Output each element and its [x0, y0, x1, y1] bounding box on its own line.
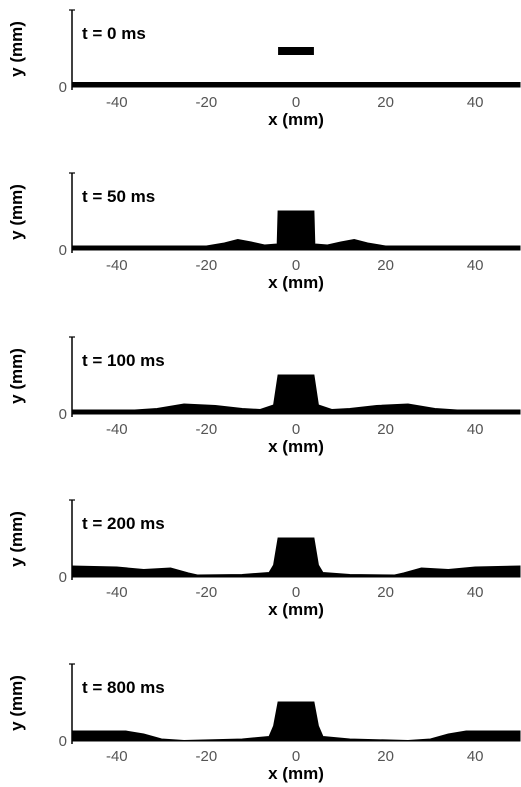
y-axis-title: y (mm) [7, 184, 26, 240]
panel-2: 0 y (mm) -40 -20 0 20 40 x (mm) t = 100 ms [7, 336, 521, 456]
x-tick-label: 20 [377, 421, 394, 438]
x-tick-label: 0 [292, 748, 300, 765]
x-tick-label: 40 [467, 584, 484, 601]
x-tick-label: -40 [106, 257, 128, 274]
x-axis-title: x (mm) [268, 273, 324, 292]
time-label: t = 100 ms [82, 351, 165, 370]
panel-3: 0 y (mm) -40 -20 0 20 40 x (mm) t = 200 ms [7, 499, 521, 619]
x-tick-label: -40 [106, 584, 128, 601]
time-label: t = 50 ms [82, 187, 155, 206]
y-tick-label: 0 [59, 406, 67, 423]
x-tick-label: 40 [467, 748, 484, 765]
y-axis-title: y (mm) [7, 21, 26, 77]
x-tick-label: -20 [196, 94, 218, 111]
panel-0: 0 y (mm) -40 -20 0 20 40 x (mm) t = 0 ms [7, 9, 521, 129]
panel-4: 0 y (mm) -40 -20 0 20 40 x (mm) t = 800 ms [7, 663, 521, 783]
x-tick-label: 40 [467, 257, 484, 274]
y-axis-title: y (mm) [7, 675, 26, 731]
x-tick-label: 20 [377, 748, 394, 765]
x-tick-label: -40 [106, 421, 128, 438]
y-tick-label: 0 [59, 733, 67, 750]
x-tick-label: -20 [196, 257, 218, 274]
x-tick-label: 20 [377, 257, 394, 274]
y-axis-title: y (mm) [7, 511, 26, 567]
x-tick-label: -20 [196, 421, 218, 438]
fluid-profile [71, 82, 521, 88]
x-tick-label: -20 [196, 748, 218, 765]
time-label: t = 200 ms [82, 514, 165, 533]
fluid-profile [71, 701, 521, 742]
x-tick-label: 0 [292, 257, 300, 274]
time-label: t = 800 ms [82, 678, 165, 697]
x-tick-label: -40 [106, 748, 128, 765]
y-axis-title: y (mm) [7, 348, 26, 404]
x-axis-title: x (mm) [268, 437, 324, 456]
x-tick-label: -40 [106, 94, 128, 111]
x-tick-label: 0 [292, 94, 300, 111]
panel-1: 0 y (mm) -40 -20 0 20 40 x (mm) t = 50 ms [7, 172, 521, 292]
x-axis-title: x (mm) [268, 600, 324, 619]
fluid-profile [71, 374, 521, 415]
fluid-profile [71, 210, 521, 251]
x-tick-label: 40 [467, 94, 484, 111]
x-tick-label: 20 [377, 584, 394, 601]
x-axis-title: x (mm) [268, 764, 324, 783]
droplet [278, 47, 314, 55]
y-tick-label: 0 [59, 569, 67, 586]
fluid-profile [71, 537, 521, 578]
x-tick-label: 20 [377, 94, 394, 111]
x-tick-label: 0 [292, 584, 300, 601]
y-tick-label: 0 [59, 242, 67, 259]
x-tick-label: 40 [467, 421, 484, 438]
time-label: t = 0 ms [82, 24, 146, 43]
x-tick-label: -20 [196, 584, 218, 601]
x-axis-title: x (mm) [268, 110, 324, 129]
y-tick-label: 0 [59, 79, 67, 96]
x-tick-label: 0 [292, 421, 300, 438]
